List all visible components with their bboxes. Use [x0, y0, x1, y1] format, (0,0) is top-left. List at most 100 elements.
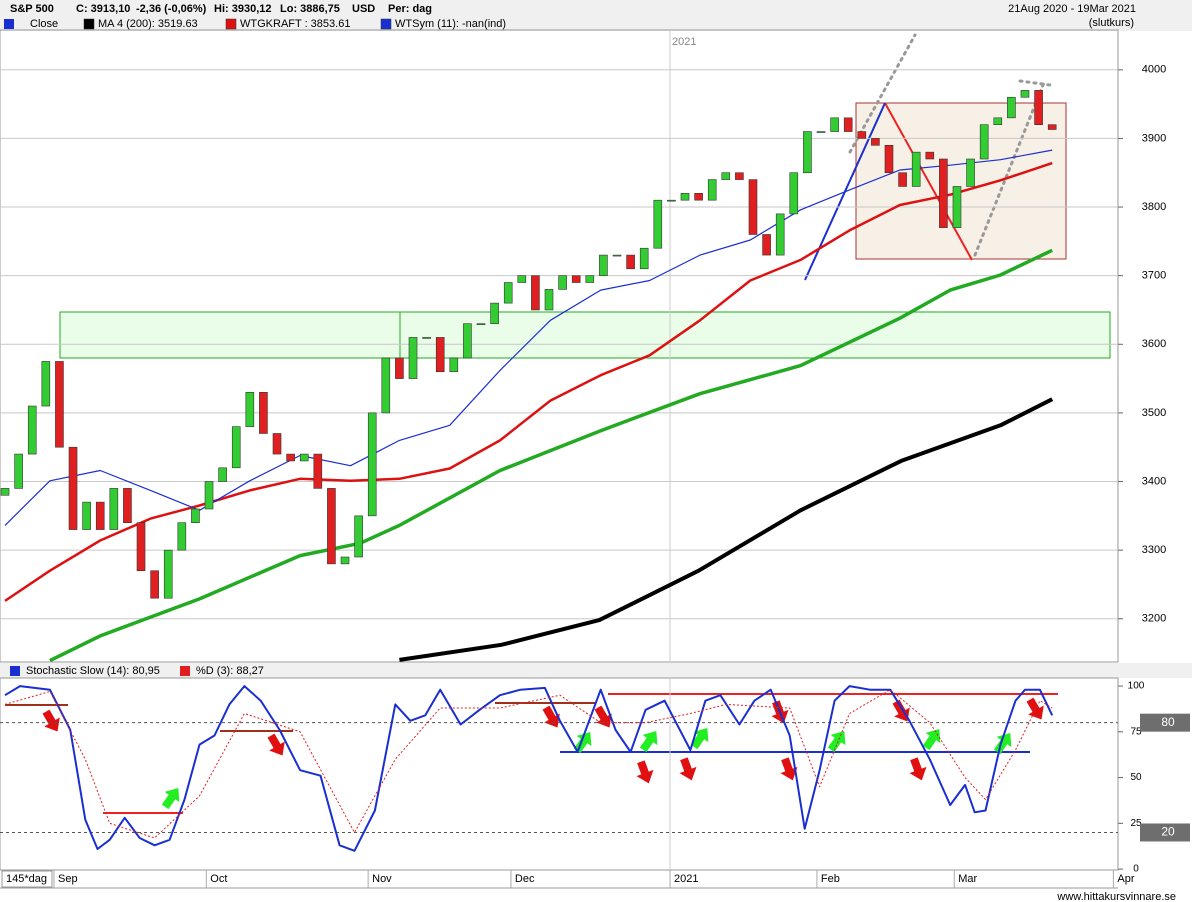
low: Lo: 3886,75 [280, 3, 340, 15]
candle [599, 254, 608, 276]
candle [381, 357, 391, 414]
x-tick-label: Oct [210, 873, 227, 885]
x-tick-label: Apr [1117, 873, 1134, 885]
plot-area [0, 30, 1118, 662]
zone-box [59, 311, 1111, 359]
plot-area [4, 685, 1054, 852]
candle [231, 426, 241, 469]
candle [299, 453, 309, 462]
candle [585, 275, 595, 283]
legend-label: WTGKRAFT : 3853.61 [240, 18, 350, 30]
candle [163, 549, 173, 599]
candle [408, 337, 418, 379]
x-tick-label: 2021 [674, 873, 698, 885]
y-tick-label: 3200 [1142, 613, 1166, 625]
x-tick-label: Feb [821, 873, 840, 885]
candle [313, 453, 323, 489]
candle [612, 254, 622, 257]
candle [395, 357, 404, 379]
close-value: C: 3913,10 [76, 3, 130, 15]
candle [1007, 96, 1016, 119]
candle [1034, 90, 1043, 125]
candle [327, 488, 336, 565]
bar-count: 145*dag [6, 873, 47, 885]
candle [531, 275, 540, 311]
candle [952, 186, 962, 228]
candle [490, 302, 499, 324]
y-tick-label: 25 [1130, 818, 1142, 829]
candle [259, 392, 268, 434]
high: Hi: 3930,12 [214, 3, 271, 15]
y-tick-label: 3400 [1142, 475, 1166, 487]
series-line [4, 689, 1053, 839]
candle [898, 172, 907, 187]
candle [735, 172, 744, 180]
series-line [4, 149, 1053, 526]
candle [14, 453, 23, 489]
stoch-frame [0, 677, 1119, 871]
candle [939, 158, 948, 228]
candle [340, 556, 350, 565]
candle [449, 357, 459, 373]
y-tick-label: 100 [1128, 681, 1145, 692]
trend-down [884, 102, 973, 261]
symbol: S&P 500 [10, 3, 54, 15]
bars-box [1, 870, 53, 888]
stoch-legend-bar [0, 663, 1192, 678]
candle [803, 131, 812, 174]
candle [762, 234, 771, 256]
projection [973, 78, 1047, 257]
candle [789, 172, 799, 215]
level-label: 80 [1161, 715, 1175, 729]
legend-swatch [4, 19, 14, 29]
candle [177, 522, 187, 551]
candle [871, 138, 880, 146]
x-tick-label: Mar [958, 873, 977, 885]
candle [680, 193, 690, 201]
candle [830, 117, 839, 132]
legend-label: MA 4 (200): 3519.63 [98, 18, 198, 30]
candle [775, 213, 785, 256]
legend-label: WTSym (11): -nan(ind) [395, 18, 506, 30]
range-box [855, 102, 1067, 260]
candle [707, 179, 717, 201]
candle [1020, 90, 1030, 98]
series-line [49, 248, 1053, 662]
y-tick-label: 3300 [1142, 544, 1166, 556]
candle [354, 515, 363, 558]
candle [857, 131, 867, 139]
candle [0, 488, 10, 496]
candle [422, 337, 431, 339]
candle [463, 323, 472, 359]
y-tick-label: 0 [1133, 864, 1139, 875]
series-line [399, 397, 1054, 662]
stoch-annotations [5, 693, 1058, 814]
candle [667, 199, 676, 202]
x-tick-label: Dec [515, 873, 535, 885]
candle [286, 453, 295, 462]
x-tick-label: Nov [372, 873, 392, 885]
legend-swatch [10, 666, 20, 676]
legend-swatch [83, 18, 95, 30]
y-tick-label: 75 [1130, 726, 1142, 737]
x-tick-label: Sep [58, 873, 78, 885]
projection [1018, 79, 1052, 87]
price-mode: (slutkurs) [1089, 17, 1134, 29]
candle [95, 501, 105, 530]
candle [435, 337, 445, 373]
candle [979, 124, 989, 160]
candle [816, 131, 826, 133]
series-line [4, 161, 1053, 602]
legend-bar [0, 16, 1192, 31]
currency: USD [352, 3, 375, 15]
year-label: 2021 [672, 36, 696, 48]
candle [109, 488, 119, 530]
candle [218, 467, 227, 482]
candle [1047, 124, 1057, 130]
candle [191, 508, 200, 523]
candle [884, 144, 894, 174]
y-tick-label: 3700 [1142, 270, 1166, 282]
candle [68, 446, 78, 530]
candle [476, 323, 486, 325]
candle [966, 158, 975, 187]
